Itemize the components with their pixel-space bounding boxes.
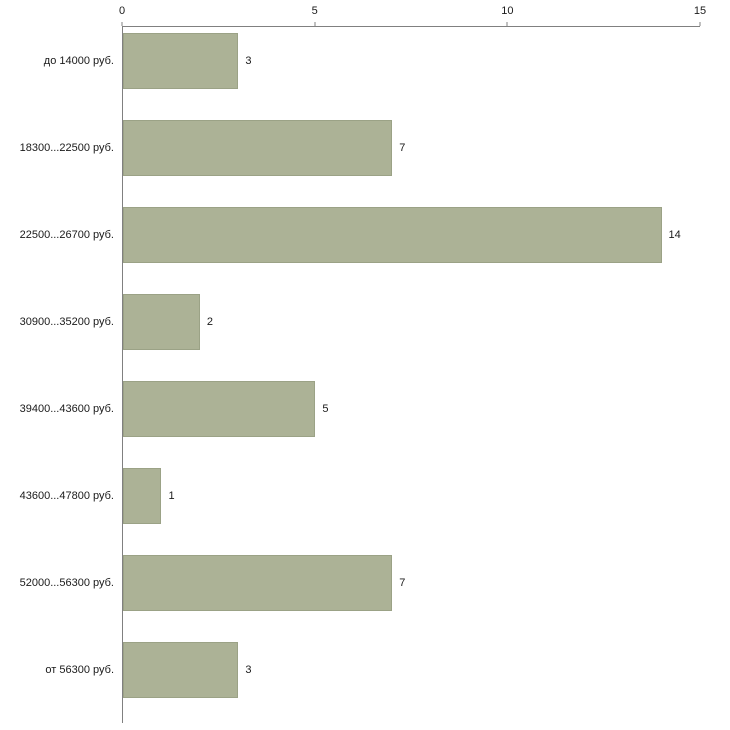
category-label: 18300...22500 руб.: [19, 142, 114, 154]
category-label-cell: 30900...35200 руб.: [0, 288, 122, 375]
x-axis-tick-mark: [506, 22, 508, 26]
chart-row: от 56300 руб. 3: [0, 636, 730, 723]
category-label: 43600...47800 руб.: [19, 490, 114, 502]
category-label: от 56300 руб.: [45, 664, 114, 676]
category-label-cell: 52000...56300 руб.: [0, 549, 122, 636]
x-axis-tick-mark: [121, 22, 123, 26]
plot-cell: 7: [122, 114, 700, 201]
category-label-cell: до 14000 руб.: [0, 27, 122, 114]
chart-row: 43600...47800 руб. 1: [0, 462, 730, 549]
plot-cell: 3: [122, 636, 700, 723]
category-label-cell: 43600...47800 руб.: [0, 462, 122, 549]
category-label: 39400...43600 руб.: [19, 403, 114, 415]
bar-value-label: 3: [245, 664, 252, 676]
x-axis-tick-label: 10: [501, 5, 514, 17]
bar: [123, 555, 393, 611]
bar: [123, 120, 393, 176]
bar-value-label: 2: [206, 316, 214, 328]
category-label-cell: 22500...26700 руб.: [0, 201, 122, 288]
x-axis-tick-label: 5: [311, 5, 318, 17]
plot-cell: 7: [122, 549, 700, 636]
category-label-cell: 18300...22500 руб.: [0, 114, 122, 201]
category-label: 30900...35200 руб.: [19, 316, 114, 328]
bar-value-label: 7: [399, 577, 406, 589]
x-axis-tick-label: 0: [118, 5, 126, 17]
chart-row: 39400...43600 руб. 5: [0, 375, 730, 462]
bar-value-label: 14: [668, 229, 681, 241]
x-axis-tick-label: 15: [693, 5, 707, 17]
category-label-cell: 39400...43600 руб.: [0, 375, 122, 462]
bar: [123, 294, 200, 350]
category-label: 52000...56300 руб.: [19, 577, 114, 589]
x-axis: 0 5 10 15: [118, 0, 706, 27]
plot-cell: 2: [122, 288, 700, 375]
x-axis-tick-mark: [314, 22, 316, 26]
bar: [123, 33, 239, 89]
plot-cell: 5: [122, 375, 700, 462]
bar-value-label: 1: [168, 490, 175, 502]
chart-row: до 14000 руб. 3: [0, 27, 730, 114]
bar: [123, 381, 316, 437]
plot-cell: 1: [122, 462, 700, 549]
bar-value-label: 5: [322, 403, 329, 415]
chart-row: 18300...22500 руб. 7: [0, 114, 730, 201]
chart-rows: до 14000 руб. 3 18300...22500 руб. 7 22500..…: [0, 27, 730, 723]
category-label-cell: от 56300 руб.: [0, 636, 122, 723]
chart-row: 30900...35200 руб. 2: [0, 288, 730, 375]
bar: [123, 642, 239, 698]
bar-value-label: 7: [399, 142, 406, 154]
plot-cell: 14: [122, 201, 700, 288]
bar: [123, 468, 162, 524]
bar: [123, 207, 662, 263]
category-label: до 14000 руб.: [43, 55, 114, 67]
plot-cell: 3: [122, 27, 700, 114]
bar-value-label: 3: [245, 55, 252, 67]
chart-row: 22500...26700 руб. 14: [0, 201, 730, 288]
category-label: 22500...26700 руб.: [19, 229, 114, 241]
x-axis-tick-mark: [699, 22, 701, 26]
chart-row: 52000...56300 руб. 7: [0, 549, 730, 636]
